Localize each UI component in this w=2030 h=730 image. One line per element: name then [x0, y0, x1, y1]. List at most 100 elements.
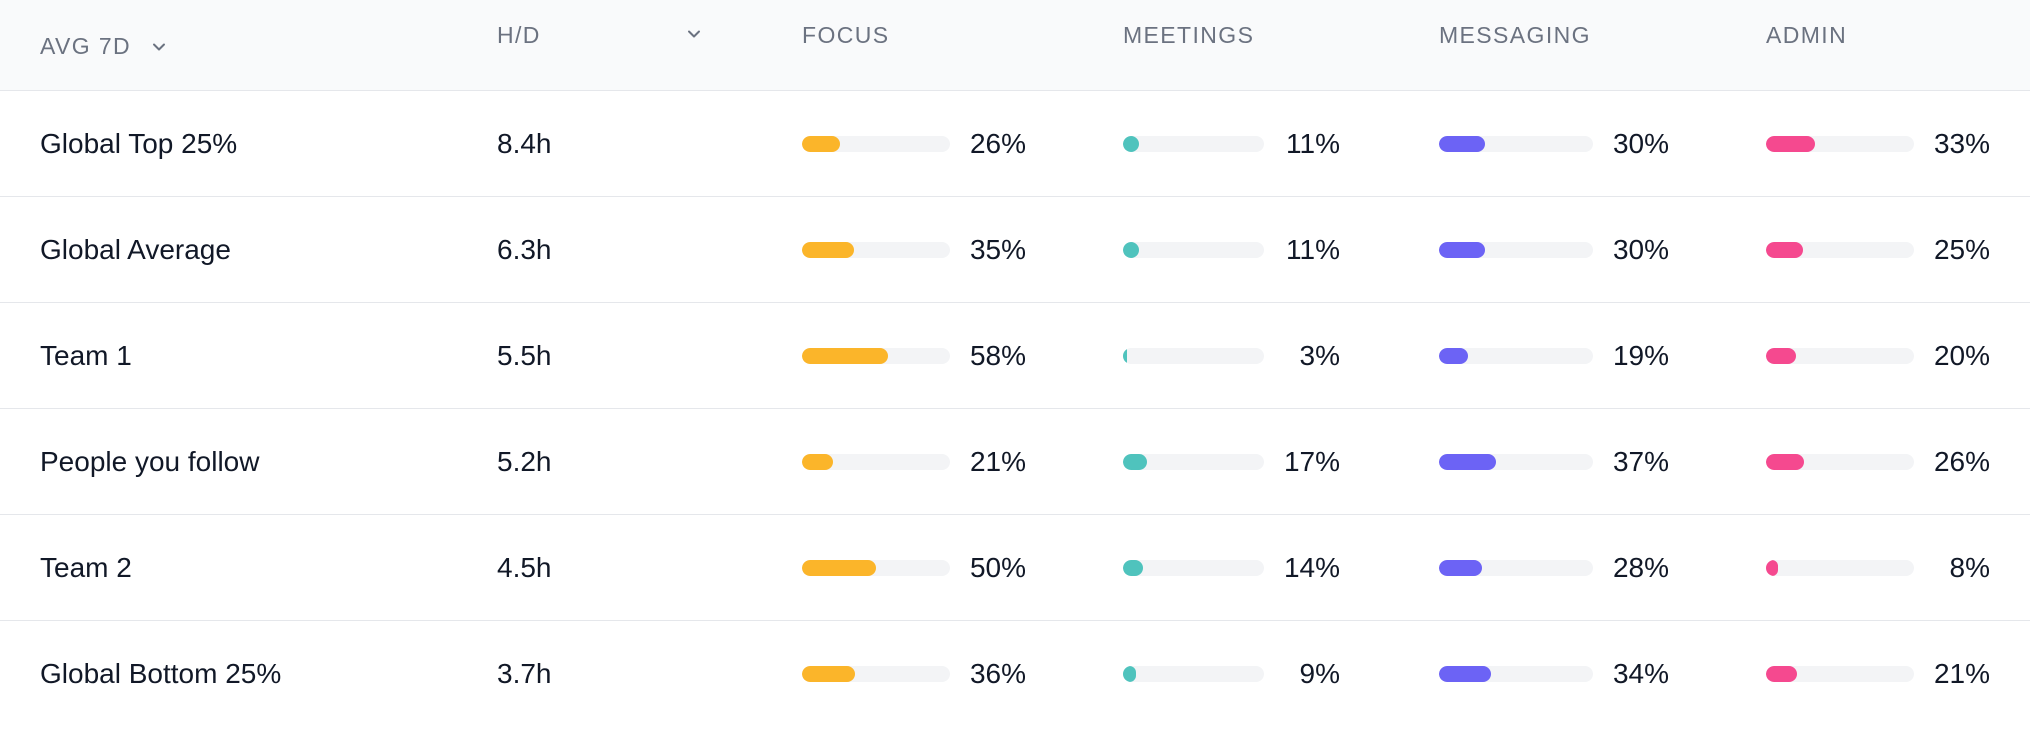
row-hours-per-day: 5.5h [497, 340, 552, 371]
focus-percentage: 36% [969, 658, 1026, 689]
period-label: AVG 7D [40, 33, 132, 59]
focus-metric: 26% [802, 91, 1026, 197]
focus-progress-fill [802, 454, 834, 470]
admin-percentage: 26% [1933, 446, 1990, 477]
messaging-metric: 34% [1439, 621, 1669, 727]
focus-metric: 50% [802, 515, 1026, 621]
messaging-metric: 30% [1439, 197, 1669, 303]
focus-progress-bar [802, 666, 950, 682]
meetings-percentage: 9% [1299, 658, 1340, 689]
meetings-progress-bar [1123, 560, 1264, 576]
meetings-progress-fill [1123, 136, 1139, 152]
meetings-progress-bar [1123, 242, 1264, 258]
meetings-progress-fill [1123, 454, 1147, 470]
messaging-percentage: 34% [1612, 658, 1669, 689]
messaging-progress-fill [1439, 242, 1486, 258]
row-name: People you follow [40, 446, 260, 477]
admin-percentage: 25% [1933, 234, 1990, 265]
header-focus: FOCUS [802, 22, 890, 48]
focus-percentage: 35% [969, 234, 1026, 265]
header-hours-per-day[interactable]: H/D [497, 22, 541, 48]
focus-metric: 36% [802, 621, 1026, 727]
admin-progress-fill [1766, 666, 1798, 682]
messaging-percentage: 19% [1612, 340, 1669, 371]
sort-chevron-down-icon[interactable] [684, 24, 704, 44]
meetings-progress-fill [1123, 666, 1136, 682]
focus-progress-bar [802, 454, 950, 470]
meetings-progress-bar [1123, 348, 1264, 364]
period-selector[interactable]: AVG 7D [40, 35, 169, 58]
admin-progress-fill [1766, 454, 1805, 470]
meetings-progress-fill [1123, 348, 1128, 364]
focus-percentage: 50% [969, 552, 1026, 583]
messaging-progress-bar [1439, 348, 1593, 364]
focus-percentage: 58% [969, 340, 1026, 371]
table-row[interactable]: Global Bottom 25% 3.7h 36% 9% 34% 21% [0, 621, 2030, 727]
focus-metric: 21% [802, 409, 1026, 515]
admin-percentage: 21% [1933, 658, 1990, 689]
row-name: Team 1 [40, 340, 132, 371]
messaging-progress-fill [1439, 454, 1496, 470]
focus-progress-bar [802, 136, 950, 152]
messaging-progress-bar [1439, 560, 1593, 576]
admin-percentage: 8% [1949, 552, 1990, 583]
admin-progress-bar [1766, 560, 1914, 576]
table-row[interactable]: Team 2 4.5h 50% 14% 28% 8% [0, 515, 2030, 621]
row-hours-per-day: 3.7h [497, 658, 552, 689]
admin-progress-bar [1766, 242, 1914, 258]
messaging-percentage: 30% [1612, 128, 1669, 159]
row-name: Global Bottom 25% [40, 658, 282, 689]
focus-progress-fill [802, 666, 856, 682]
meetings-metric: 9% [1123, 621, 1340, 727]
admin-percentage: 20% [1933, 340, 1990, 371]
meetings-metric: 14% [1123, 515, 1340, 621]
admin-progress-fill [1766, 560, 1778, 576]
focus-progress-fill [802, 136, 841, 152]
header-messaging: MESSAGING [1439, 22, 1591, 48]
table-row[interactable]: People you follow 5.2h 21% 17% 37% 26% [0, 409, 2030, 515]
messaging-metric: 28% [1439, 515, 1669, 621]
focus-progress-fill [802, 242, 854, 258]
meetings-percentage: 11% [1286, 128, 1340, 159]
meetings-progress-fill [1123, 560, 1143, 576]
meetings-progress-bar [1123, 454, 1264, 470]
messaging-progress-fill [1439, 348, 1469, 364]
messaging-progress-fill [1439, 560, 1483, 576]
meetings-progress-fill [1123, 242, 1139, 258]
table-row[interactable]: Team 1 5.5h 58% 3% 19% 20% [0, 303, 2030, 409]
admin-progress-bar [1766, 348, 1914, 364]
focus-progress-fill [802, 560, 876, 576]
meetings-progress-bar [1123, 136, 1264, 152]
messaging-metric: 19% [1439, 303, 1669, 409]
messaging-progress-fill [1439, 136, 1486, 152]
row-name: Global Top 25% [40, 128, 238, 159]
header-meetings: MEETINGS [1123, 22, 1255, 48]
messaging-progress-bar [1439, 666, 1593, 682]
admin-metric: 8% [1766, 515, 1990, 621]
admin-progress-bar [1766, 454, 1914, 470]
table-row[interactable]: Global Average 6.3h 35% 11% 30% 25% [0, 197, 2030, 303]
messaging-metric: 30% [1439, 91, 1669, 197]
admin-metric: 33% [1766, 91, 1990, 197]
chevron-down-icon [149, 37, 169, 57]
meetings-progress-bar [1123, 666, 1264, 682]
messaging-percentage: 37% [1612, 446, 1669, 477]
admin-metric: 26% [1766, 409, 1990, 515]
header-admin: ADMIN [1766, 22, 1848, 48]
admin-progress-bar [1766, 136, 1914, 152]
focus-percentage: 26% [969, 128, 1026, 159]
focus-progress-bar [802, 242, 950, 258]
row-name: Team 2 [40, 552, 132, 583]
messaging-progress-bar [1439, 242, 1593, 258]
meetings-percentage: 3% [1299, 340, 1340, 371]
row-hours-per-day: 5.2h [497, 446, 552, 477]
table-row[interactable]: Global Top 25% 8.4h 26% 11% 30% 33% [0, 91, 2030, 197]
meetings-percentage: 17% [1283, 446, 1340, 477]
meetings-metric: 11% [1123, 197, 1340, 303]
admin-progress-fill [1766, 136, 1815, 152]
messaging-metric: 37% [1439, 409, 1669, 515]
messaging-percentage: 28% [1612, 552, 1669, 583]
meetings-percentage: 14% [1283, 552, 1340, 583]
row-hours-per-day: 8.4h [497, 128, 552, 159]
admin-metric: 20% [1766, 303, 1990, 409]
